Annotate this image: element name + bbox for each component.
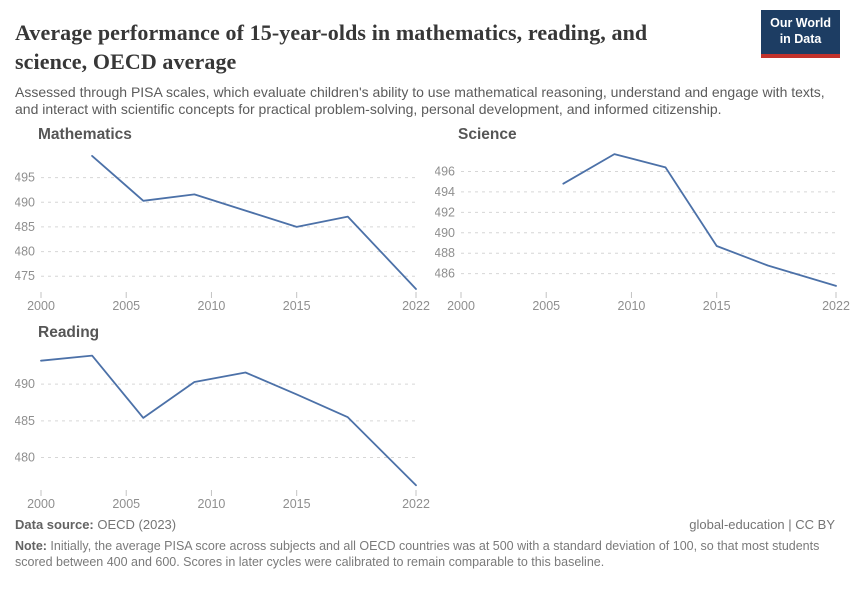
y-tick-label: 480 [15,244,35,258]
y-tick-label: 495 [15,170,35,184]
footnote-label: Note: [15,538,47,553]
footnote: Note: Initially, the average PISA score … [15,538,835,571]
x-tick-label: 2005 [112,299,140,313]
series-line-reading [40,354,417,486]
data-source: Data source: OECD (2023) [15,517,176,532]
source-row: Data source: OECD (2023) global-educatio… [15,517,835,532]
x-tick-label: 2015 [703,299,731,313]
data-source-value: OECD (2023) [93,516,177,532]
owid-logo-line1: Our World [770,16,831,30]
mathematics-line-chart: 475 480 485 490 495 2000 2005 2010 2015 2022 [14,147,433,315]
x-tick-label: 2000 [27,497,55,511]
footnote-value: Initially, the average PISA score across… [15,538,820,570]
series-line-science [562,152,837,287]
series-line-mathematics [91,154,417,290]
small-multiples-grid: Mathematics 475 480 485 490 495 2000 2005 2010 2… [14,125,850,513]
panel-reading: Reading 480 485 490 2000 2005 2010 2015 2022 [14,323,433,513]
owid-logo-line2: in Data [779,31,822,46]
x-tick-label: 2022 [402,299,430,313]
panel-title-mathematics: Mathematics [38,125,132,143]
chart-svg: 480 485 490 2000 2005 2010 2015 2022 [14,354,430,511]
chart-svg: 486 488 490 492 494 496 2000 2005 2010 2015 2022 [434,152,850,313]
x-tick-label: 2015 [283,299,311,313]
owid-static-chart: Average performance of 15-year-olds in m… [14,10,850,571]
x-tick-label: 2010 [198,497,226,511]
y-tick-label: 494 [435,185,455,199]
x-tick-label: 2022 [402,497,430,511]
y-tick-label: 475 [15,269,35,283]
chart-svg: 475 480 485 490 495 2000 2005 2010 2015 2022 [14,154,430,313]
y-tick-label: 485 [15,220,35,234]
panel-mathematics: Mathematics 475 480 485 490 495 2000 2005 2010 2… [14,125,433,315]
science-line-chart: 486 488 490 492 494 496 2000 2005 2010 2015 2022 [434,147,850,315]
chart-header: Average performance of 15-year-olds in m… [15,10,840,119]
chart-subtitle: Assessed through PISA scales, which eval… [15,83,825,118]
y-tick-label: 490 [15,377,35,391]
attribution: global-education | CC BY [689,516,835,532]
reading-line-chart: 480 485 490 2000 2005 2010 2015 2022 [14,345,433,513]
panel-title-reading: Reading [38,323,100,341]
y-tick-label: 485 [15,414,35,428]
y-tick-label: 496 [435,164,455,178]
y-tick-label: 490 [435,226,455,240]
x-tick-label: 2005 [112,497,140,511]
x-tick-label: 2022 [822,299,850,313]
chart-footer: Data source: OECD (2023) global-educatio… [15,517,835,571]
y-tick-label: 488 [435,246,455,260]
x-tick-label: 2000 [447,299,475,313]
data-source-label: Data source: [15,516,94,532]
x-tick-label: 2010 [198,299,226,313]
y-tick-label: 480 [15,450,35,464]
x-tick-label: 2000 [27,299,55,313]
x-tick-label: 2010 [618,299,646,313]
x-tick-label: 2005 [532,299,560,313]
x-tick-label: 2015 [283,497,311,511]
panel-science: Science 486 488 490 492 494 496 2000 2005 2010 20… [434,125,850,315]
y-tick-label: 486 [435,266,455,280]
page-title: Average performance of 15-year-olds in m… [15,20,648,75]
y-tick-label: 490 [15,195,35,209]
y-tick-label: 492 [435,205,455,219]
panel-title-science: Science [458,125,517,143]
owid-logo: Our World in Data [761,10,840,59]
